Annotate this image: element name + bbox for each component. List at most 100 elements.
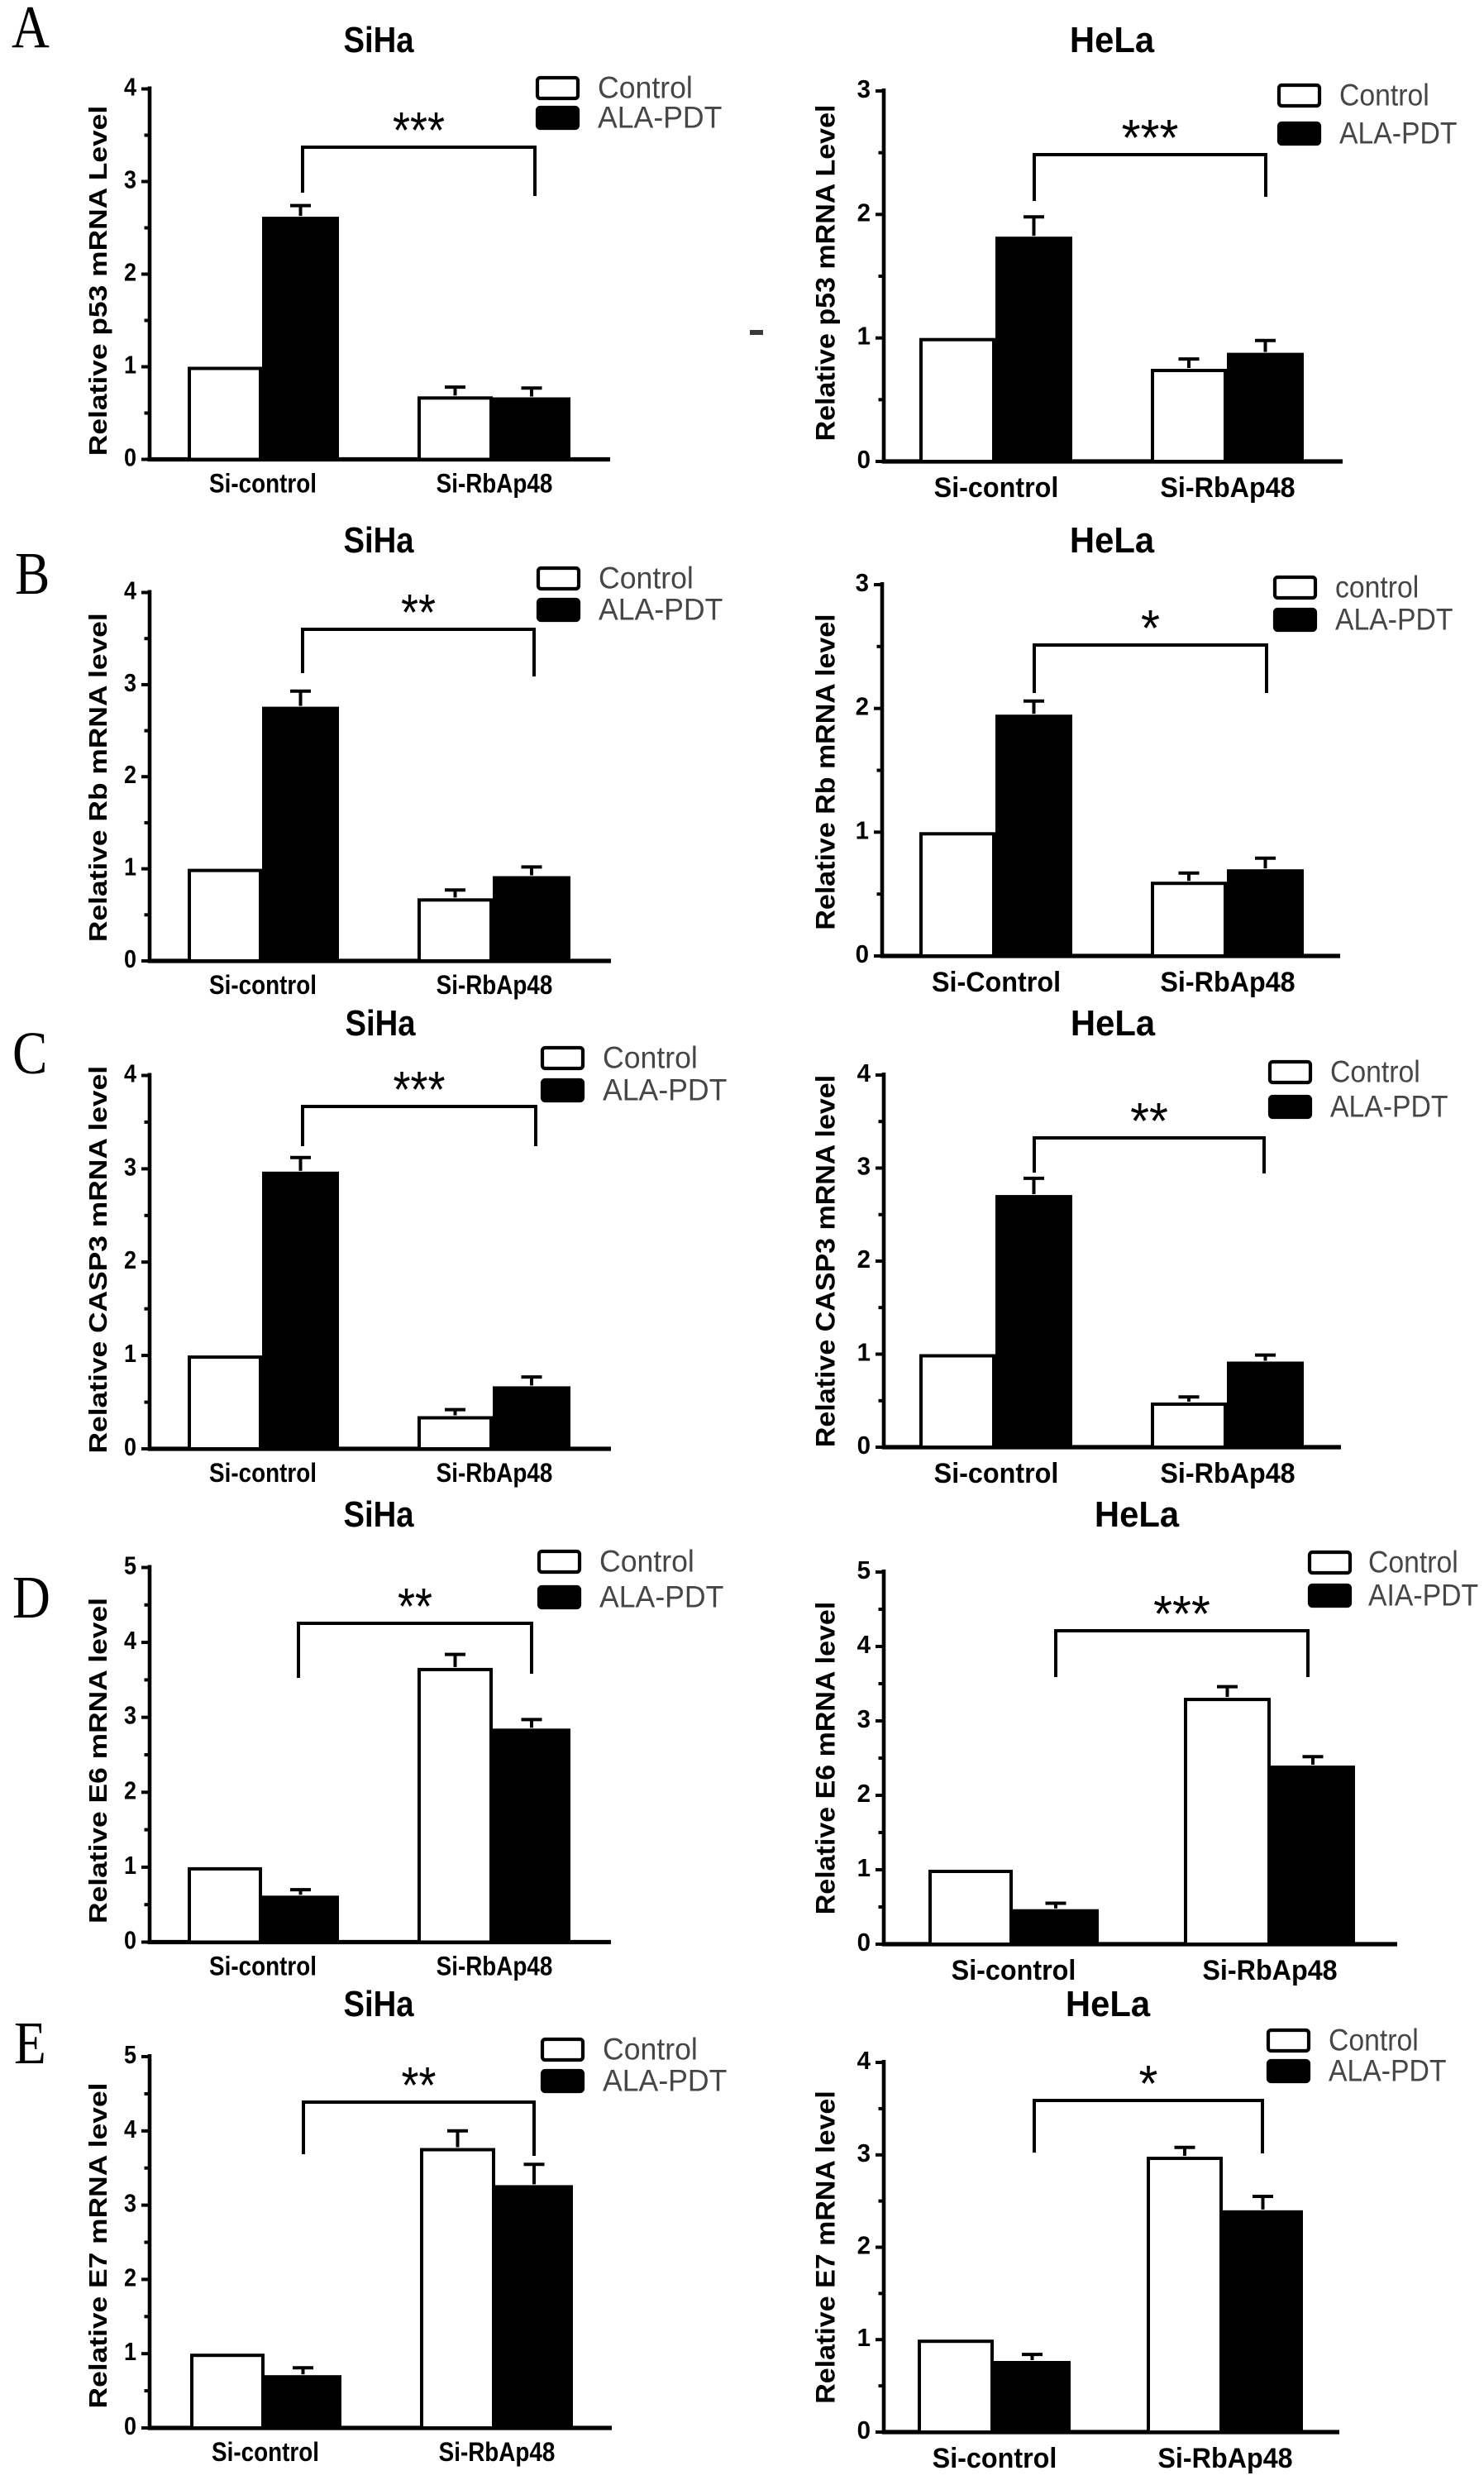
svg-text:SiHa: SiHa (343, 520, 414, 561)
svg-text:Control: Control (1330, 1054, 1420, 1089)
svg-text:Si-RbAp48: Si-RbAp48 (437, 971, 553, 1000)
svg-text:Control: Control (1368, 1545, 1458, 1579)
svg-text:Relative CASP3 mRNA level: Relative CASP3 mRNA level (84, 1066, 112, 1454)
svg-text:0: 0 (857, 1431, 871, 1460)
svg-text:Control: Control (598, 70, 693, 105)
svg-text:Relative E6 mRNA level: Relative E6 mRNA level (811, 1602, 841, 1915)
svg-text:0: 0 (124, 444, 136, 472)
svg-text:5: 5 (124, 1552, 136, 1580)
svg-text:control: control (1335, 570, 1419, 605)
svg-text:1: 1 (124, 853, 136, 882)
svg-text:ALA-PDT: ALA-PDT (598, 100, 722, 135)
svg-text:**: ** (401, 585, 436, 642)
svg-text:HeLa: HeLa (1070, 20, 1155, 60)
svg-text:2: 2 (124, 259, 136, 287)
svg-text:Si-RbAp48: Si-RbAp48 (1202, 1955, 1337, 1986)
svg-text:2: 2 (857, 1780, 871, 1808)
svg-text:4: 4 (124, 74, 136, 102)
svg-text:Si-control: Si-control (212, 2438, 319, 2467)
svg-text:Si-control: Si-control (933, 2443, 1057, 2474)
svg-text:HeLa: HeLa (1095, 1494, 1180, 1535)
svg-text:Control: Control (603, 2032, 698, 2067)
svg-text:Control: Control (599, 561, 694, 595)
svg-text:3: 3 (857, 1153, 871, 1181)
svg-text:Relative Rb mRNA level: Relative Rb mRNA level (811, 614, 841, 929)
svg-text:Relative p53 mRNA Level: Relative p53 mRNA Level (811, 105, 841, 442)
svg-text:3: 3 (124, 2190, 136, 2218)
svg-text:0: 0 (857, 446, 871, 474)
svg-text:4: 4 (124, 2115, 136, 2143)
svg-text:Si-RbAp48: Si-RbAp48 (439, 2438, 556, 2467)
svg-text:4: 4 (857, 2047, 871, 2075)
svg-text:Control: Control (1329, 2023, 1419, 2057)
svg-text:0: 0 (124, 1433, 136, 1461)
svg-text:Si-control: Si-control (209, 1459, 317, 1488)
svg-text:Relative E7 mRNA level: Relative E7 mRNA level (84, 2083, 112, 2409)
svg-text:Si-control: Si-control (934, 1458, 1059, 1489)
svg-text:Si-RbAp48: Si-RbAp48 (1160, 472, 1295, 504)
svg-text:Si-RbAp48: Si-RbAp48 (1160, 967, 1295, 998)
svg-text:**: ** (1130, 1092, 1168, 1150)
svg-text:4: 4 (124, 1627, 136, 1655)
svg-text:Control: Control (599, 1544, 694, 1579)
svg-text:HeLa: HeLa (1066, 1984, 1151, 2024)
svg-text:Si-control: Si-control (209, 470, 317, 499)
svg-text:3: 3 (124, 1702, 136, 1730)
svg-text:Relative Rb mRNA level: Relative Rb mRNA level (84, 613, 112, 942)
svg-text:Relative E6 mRNA level: Relative E6 mRNA level (84, 1598, 112, 1923)
svg-text:Relative p53 mRNA Level: Relative p53 mRNA Level (84, 106, 112, 456)
svg-text:4: 4 (124, 577, 136, 605)
svg-text:0: 0 (124, 2412, 136, 2440)
svg-text:ALA-PDT: ALA-PDT (1335, 602, 1453, 637)
svg-text:Si-control: Si-control (934, 472, 1059, 504)
svg-text:E: E (14, 2010, 46, 2076)
svg-text:3: 3 (124, 669, 136, 697)
svg-text:2: 2 (857, 2232, 871, 2260)
svg-text:2: 2 (856, 693, 869, 721)
svg-text:1: 1 (124, 1852, 136, 1880)
svg-text:3: 3 (124, 166, 136, 194)
svg-text:SiHa: SiHa (343, 1494, 414, 1535)
svg-text:Control: Control (603, 1040, 698, 1075)
svg-text:2: 2 (124, 1777, 136, 1805)
svg-text:SiHa: SiHa (345, 1003, 416, 1044)
svg-text:SiHa: SiHa (343, 1984, 414, 2024)
svg-text:Si-control: Si-control (209, 1952, 317, 1981)
svg-text:HeLa: HeLa (1070, 520, 1155, 561)
svg-text:Si-RbAp48: Si-RbAp48 (437, 1952, 553, 1981)
svg-text:2: 2 (124, 1247, 136, 1275)
svg-text:0: 0 (857, 1928, 871, 1957)
svg-text:2: 2 (857, 1245, 871, 1274)
svg-text:ALA-PDT: ALA-PDT (599, 1579, 723, 1614)
svg-text:*: * (1139, 2055, 1158, 2113)
svg-text:5: 5 (857, 1556, 871, 1584)
svg-text:ALA-PDT: ALA-PDT (603, 1073, 727, 1107)
svg-text:ALA-PDT: ALA-PDT (599, 592, 723, 627)
svg-text:Si-control: Si-control (209, 971, 317, 1000)
svg-text:5: 5 (124, 2041, 136, 2069)
svg-text:***: *** (393, 103, 445, 160)
svg-text:3: 3 (857, 75, 871, 103)
svg-text:0: 0 (857, 2416, 871, 2444)
svg-text:3: 3 (857, 1705, 871, 1733)
svg-text:1: 1 (124, 351, 136, 380)
svg-text:1: 1 (856, 817, 869, 845)
svg-text:3: 3 (857, 2139, 871, 2167)
svg-text:2: 2 (124, 2264, 136, 2292)
svg-text:SiHa: SiHa (343, 20, 414, 60)
svg-text:D: D (12, 1564, 50, 1631)
svg-text:Si-RbAp48: Si-RbAp48 (437, 1459, 553, 1488)
svg-text:*: * (1141, 600, 1160, 657)
svg-text:0: 0 (124, 1927, 136, 1955)
svg-text:3: 3 (124, 1154, 136, 1182)
svg-text:ALA-PDT: ALA-PDT (603, 2063, 727, 2098)
svg-text:**: ** (398, 1579, 432, 1636)
svg-text:A: A (12, 0, 50, 60)
svg-text:***: *** (394, 1062, 446, 1119)
svg-text:**: ** (402, 2057, 437, 2115)
svg-text:***: *** (1153, 1585, 1210, 1643)
svg-text:1: 1 (857, 2325, 871, 2353)
svg-text:Si-RbAp48: Si-RbAp48 (1160, 1458, 1295, 1489)
svg-text:0: 0 (124, 945, 136, 973)
svg-text:0: 0 (856, 940, 869, 968)
